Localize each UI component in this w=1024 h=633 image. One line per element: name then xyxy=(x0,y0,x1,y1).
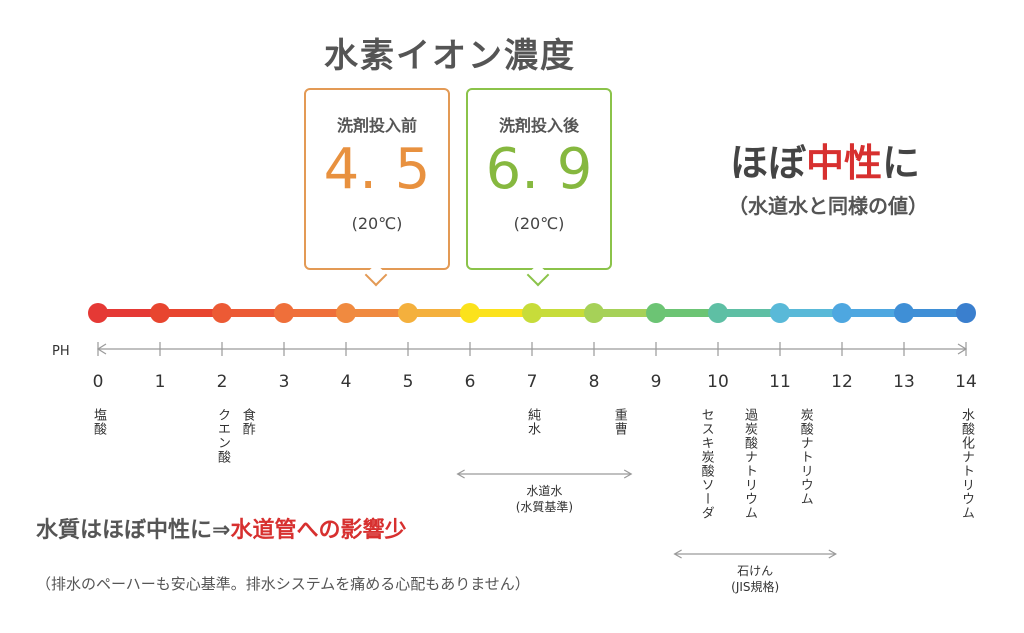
before-callout: 洗剤投入前 4. 5 (20℃) xyxy=(304,88,450,287)
tick-label: 1 xyxy=(154,372,166,392)
tick-label: 13 xyxy=(893,372,915,392)
after-temperature: (20℃) xyxy=(513,214,565,233)
headline-prefix: ほぼ xyxy=(730,141,807,185)
tick-label: 2 xyxy=(216,372,228,392)
after-value: 6. 9 xyxy=(485,137,593,202)
before-value: 4. 5 xyxy=(323,137,431,202)
chart-title: 水素イオン濃度 xyxy=(324,36,576,76)
ph-dot xyxy=(336,303,356,323)
substance-label: 重曹 xyxy=(611,408,627,436)
ph-axis-label: PH xyxy=(52,344,70,359)
ph-dot xyxy=(708,303,728,323)
range-arrow-left xyxy=(673,549,682,559)
tick-label: 7 xyxy=(526,372,538,392)
headline-accent: 中性 xyxy=(806,141,883,185)
ph-dot xyxy=(150,303,170,323)
range-arrow-left xyxy=(456,469,465,479)
substance-label: 過炭酸ナトリウム xyxy=(742,408,757,520)
after-callout: 洗剤投入後 6. 9 (20℃) xyxy=(466,88,612,287)
tick-label: 12 xyxy=(831,372,853,392)
headline: ほぼ中性に xyxy=(730,132,920,187)
substance-label: 炭酸ナトリウム xyxy=(797,408,813,506)
summary-accent: 水道管への影響少 xyxy=(230,518,407,543)
ph-dot xyxy=(274,303,294,323)
ph-dot xyxy=(584,303,604,323)
headline-suffix: に xyxy=(882,141,921,185)
substance-label: 水酸化ナトリウム xyxy=(959,408,974,520)
tick-label: 14 xyxy=(955,372,977,392)
before-temperature: (20℃) xyxy=(351,214,403,233)
range-label-title: 水道水 xyxy=(526,484,563,498)
summary-prefix: 水質はほぼ中性に⇒ xyxy=(36,518,231,543)
tick-label: 11 xyxy=(769,372,791,392)
ph-dot xyxy=(212,303,232,323)
range-label: 水道水 (水質基準) xyxy=(484,483,604,515)
tick-label: 6 xyxy=(464,372,476,392)
range-label-standard: (JIS規格) xyxy=(731,580,780,594)
substance-label: 塩酸 xyxy=(91,408,106,436)
before-label: 洗剤投入前 xyxy=(336,116,417,135)
ph-dot xyxy=(398,303,418,323)
subheadline: （水道水と同様の値） xyxy=(728,194,928,218)
substance-label: 食酢 xyxy=(239,408,255,436)
ph-dot xyxy=(894,303,914,323)
ph-dot xyxy=(770,303,790,323)
ph-dot xyxy=(522,303,542,323)
after-label: 洗剤投入後 xyxy=(498,116,579,135)
summary: 水質はほぼ中性に⇒水道管への影響少 xyxy=(36,512,406,544)
ph-dot xyxy=(832,303,852,323)
substance-label: クエン酸 xyxy=(215,408,230,464)
tick-label: 10 xyxy=(707,372,729,392)
tick-label: 0 xyxy=(92,372,104,392)
ph-dot xyxy=(88,303,108,323)
tick-label: 5 xyxy=(402,372,414,392)
ph-dot xyxy=(646,303,666,323)
ph-dot xyxy=(460,303,480,323)
tick-label: 9 xyxy=(650,372,662,392)
substance-label: 純水 xyxy=(525,408,540,436)
range-label-standard: (水質基準) xyxy=(515,500,574,514)
tick-label: 4 xyxy=(340,372,352,392)
range-arrow-right xyxy=(828,549,838,559)
ph-dot xyxy=(956,303,976,323)
substance-label: セスキ炭酸ソーダ xyxy=(698,408,714,520)
range-label: 石けん (JIS規格) xyxy=(695,563,815,595)
tick-label: 8 xyxy=(588,372,600,392)
range-arrow-right xyxy=(623,469,633,479)
note: （排水のペーハーも安心基準。排水システムを痛める心配もありません） xyxy=(36,575,530,593)
range-label-title: 石けん xyxy=(737,564,774,578)
tick-label: 3 xyxy=(278,372,290,392)
